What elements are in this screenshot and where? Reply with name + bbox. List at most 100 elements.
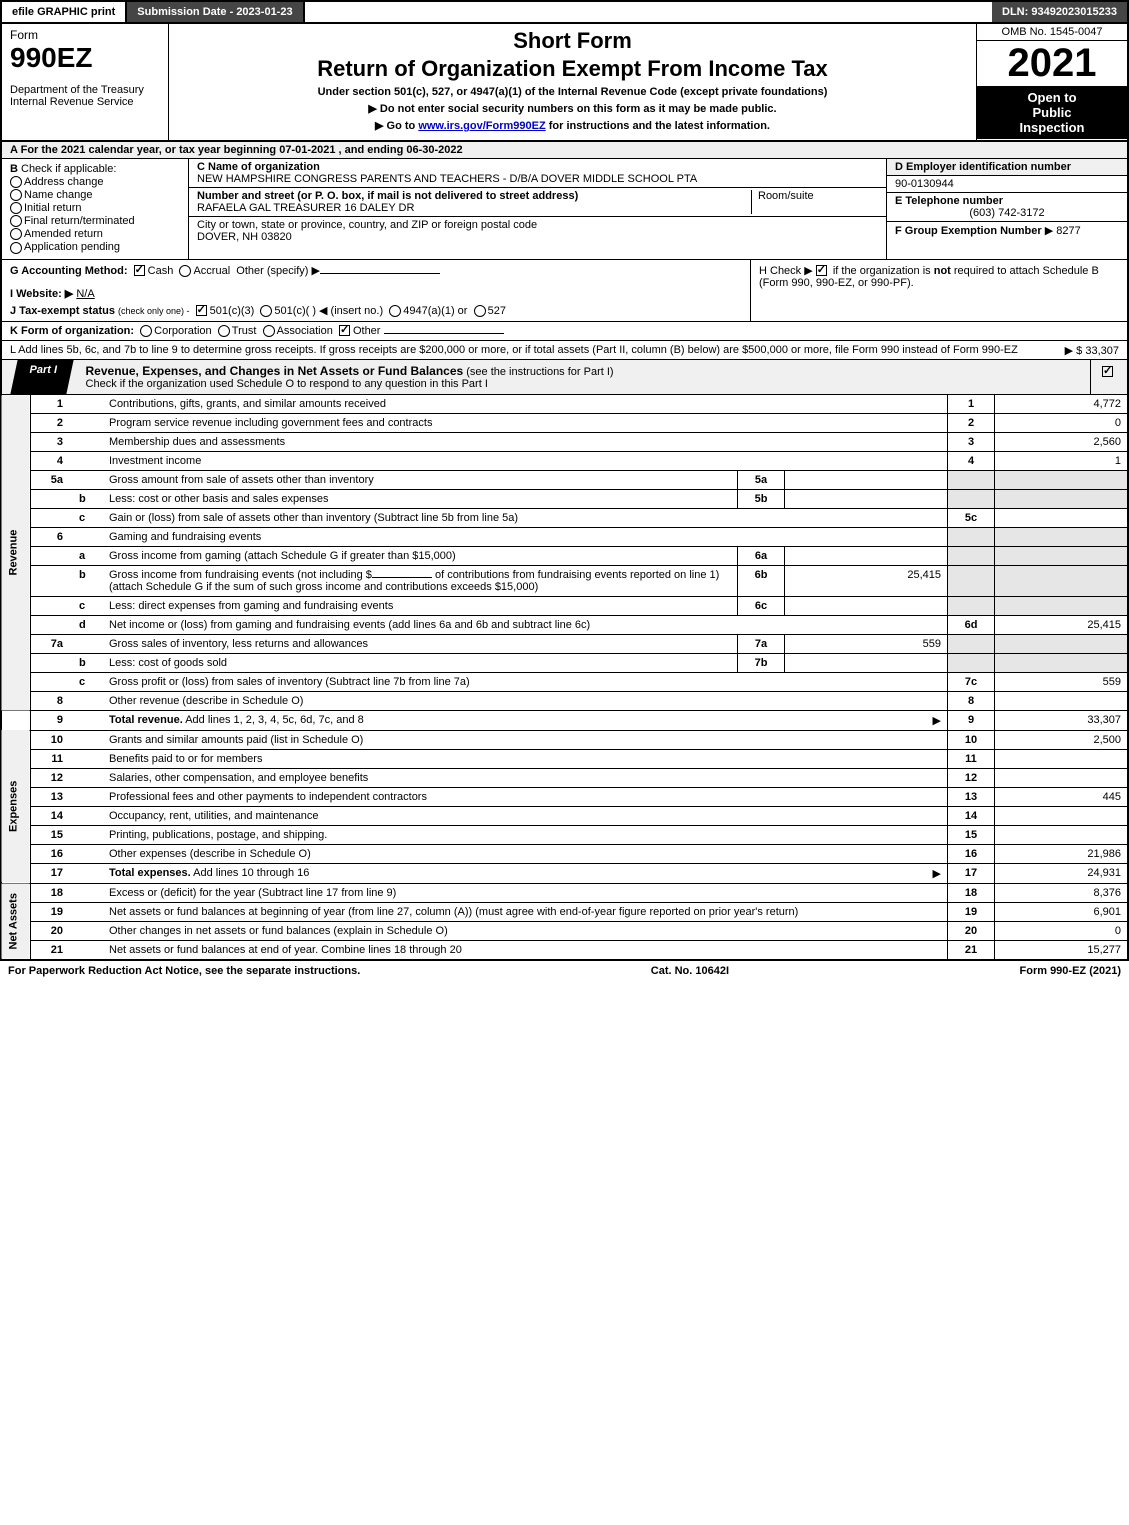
other-org-label: Other <box>353 325 381 337</box>
chk-trust[interactable] <box>218 325 230 337</box>
line-6-desc: Gaming and fundraising events <box>103 527 948 546</box>
accrual-label: Accrual <box>193 265 230 277</box>
chk-accrual[interactable] <box>179 265 191 277</box>
chk-other-org[interactable] <box>339 325 350 336</box>
line-11-value <box>995 749 1129 768</box>
4947-label: 4947(a)(1) or <box>403 305 467 317</box>
phone-value: (603) 742-3172 <box>895 207 1119 219</box>
line-7c-value: 559 <box>995 672 1129 691</box>
line-4-value: 1 <box>995 451 1129 470</box>
footer-center: Cat. No. 10642I <box>651 965 729 977</box>
line-5b-value <box>785 489 948 508</box>
box-b-title: Check if applicable: <box>21 163 116 175</box>
tax-year: 2021 <box>977 41 1127 86</box>
line-15-value <box>995 825 1129 844</box>
line-10-value: 2,500 <box>995 730 1129 749</box>
line-9-value: 33,307 <box>995 710 1129 730</box>
page-footer: For Paperwork Reduction Act Notice, see … <box>0 961 1129 981</box>
line-5a-desc: Gross amount from sale of assets other t… <box>103 470 738 489</box>
line-16-value: 21,986 <box>995 844 1129 863</box>
line-a: A For the 2021 calendar year, or tax yea… <box>0 142 1129 159</box>
form-header: Form 990EZ Department of the Treasury In… <box>0 24 1129 142</box>
room-label: Room/suite <box>758 190 814 202</box>
line-l: L Add lines 5b, 6c, and 7b to line 9 to … <box>0 341 1129 360</box>
line-9-desc: Total revenue. Add lines 1, 2, 3, 4, 5c,… <box>103 710 948 730</box>
chk-schedule-b[interactable] <box>816 265 827 276</box>
line-18-value: 8,376 <box>995 883 1129 902</box>
accounting-method-label: G Accounting Method: <box>10 265 128 277</box>
chk-application-pending[interactable]: Application pending <box>10 241 180 253</box>
line-20-desc: Other changes in net assets or fund bala… <box>103 921 948 940</box>
group-exemption-label: F Group Exemption Number <box>895 225 1042 237</box>
part-1-title-rest: (see the instructions for Part I) <box>466 366 613 378</box>
form-org-label: K Form of organization: <box>10 325 134 337</box>
line-5c-desc: Gain or (loss) from sale of assets other… <box>103 508 948 527</box>
chk-schedule-o[interactable] <box>1102 366 1113 377</box>
sub3-post: for instructions and the latest informat… <box>549 120 770 132</box>
group-exemption-value: ▶ 8277 <box>1045 225 1081 237</box>
main-title: Return of Organization Exempt From Incom… <box>179 56 966 82</box>
chk-initial-return[interactable]: Initial return <box>10 202 180 214</box>
gross-receipts-amount: ▶ $ 33,307 <box>1065 345 1119 357</box>
chk-501c[interactable] <box>260 305 272 317</box>
irs-link[interactable]: www.irs.gov/Form990EZ <box>418 120 545 132</box>
chk-amended-return[interactable]: Amended return <box>10 228 180 240</box>
department-label: Department of the Treasury Internal Reve… <box>10 84 160 108</box>
line-7c-desc: Gross profit or (loss) from sales of inv… <box>103 672 948 691</box>
dln-number: DLN: 93492023015233 <box>992 2 1127 22</box>
other-specify-input[interactable] <box>320 273 440 274</box>
line-21-value: 15,277 <box>995 940 1129 960</box>
open-line-2: Public <box>981 105 1123 120</box>
street-value: RAFAELA GAL TREASURER 16 DALEY DR <box>197 202 414 214</box>
trust-label: Trust <box>232 325 257 337</box>
chk-final-return[interactable]: Final return/terminated <box>10 215 180 227</box>
line-15-desc: Printing, publications, postage, and shi… <box>103 825 948 844</box>
other-org-input[interactable] <box>384 333 504 334</box>
line-1-desc: Contributions, gifts, grants, and simila… <box>103 395 948 414</box>
bcd-block: B Check if applicable: Address change Na… <box>0 159 1129 260</box>
efile-print-label[interactable]: efile GRAPHIC print <box>2 2 127 22</box>
cash-label: Cash <box>148 265 174 277</box>
line-3-value: 2,560 <box>995 432 1129 451</box>
sub3-pre: ▶ Go to <box>375 120 418 132</box>
other-specify-label: Other (specify) ▶ <box>236 265 320 277</box>
line-20-value: 0 <box>995 921 1129 940</box>
line-14-value <box>995 806 1129 825</box>
footer-left: For Paperwork Reduction Act Notice, see … <box>8 965 360 977</box>
chk-cash[interactable] <box>134 265 145 276</box>
line-6b-value: 25,415 <box>785 565 948 596</box>
gh-block: G Accounting Method: Cash Accrual Other … <box>0 260 1129 322</box>
line-5c-value <box>995 508 1129 527</box>
city-label: City or town, state or province, country… <box>197 219 537 231</box>
chk-527[interactable] <box>474 305 486 317</box>
part-1-table: Revenue 1 Contributions, gifts, grants, … <box>0 395 1129 961</box>
chk-address-change[interactable]: Address change <box>10 176 180 188</box>
line-8-desc: Other revenue (describe in Schedule O) <box>103 691 948 710</box>
line-2-value: 0 <box>995 413 1129 432</box>
line-7a-value: 559 <box>785 634 948 653</box>
assoc-label: Association <box>277 325 333 337</box>
line-13-desc: Professional fees and other payments to … <box>103 787 948 806</box>
chk-name-change[interactable]: Name change <box>10 189 180 201</box>
line-14-desc: Occupancy, rent, utilities, and maintena… <box>103 806 948 825</box>
chk-association[interactable] <box>263 325 275 337</box>
ein-value: 90-0130944 <box>887 176 1127 193</box>
line-h-pre: H Check ▶ <box>759 265 816 277</box>
line-k: K Form of organization: Corporation Trus… <box>0 322 1129 341</box>
line-8-value <box>995 691 1129 710</box>
top-bar: efile GRAPHIC print Submission Date - 20… <box>0 0 1129 24</box>
open-line-3: Inspection <box>981 120 1123 135</box>
line-l-text: L Add lines 5b, 6c, and 7b to line 9 to … <box>10 344 1018 356</box>
part-1-tag: Part I <box>29 364 57 376</box>
chk-4947[interactable] <box>389 305 401 317</box>
form-number: 990EZ <box>10 42 160 74</box>
line-6c-value <box>785 596 948 615</box>
short-form-title: Short Form <box>179 28 966 54</box>
tax-exempt-note: (check only one) - <box>118 306 190 316</box>
chk-501c3[interactable] <box>196 305 207 316</box>
line-17-value: 24,931 <box>995 863 1129 883</box>
line-19-desc: Net assets or fund balances at beginning… <box>103 902 948 921</box>
chk-corporation[interactable] <box>140 325 152 337</box>
city-value: DOVER, NH 03820 <box>197 231 292 243</box>
line-10-desc: Grants and similar amounts paid (list in… <box>103 730 948 749</box>
